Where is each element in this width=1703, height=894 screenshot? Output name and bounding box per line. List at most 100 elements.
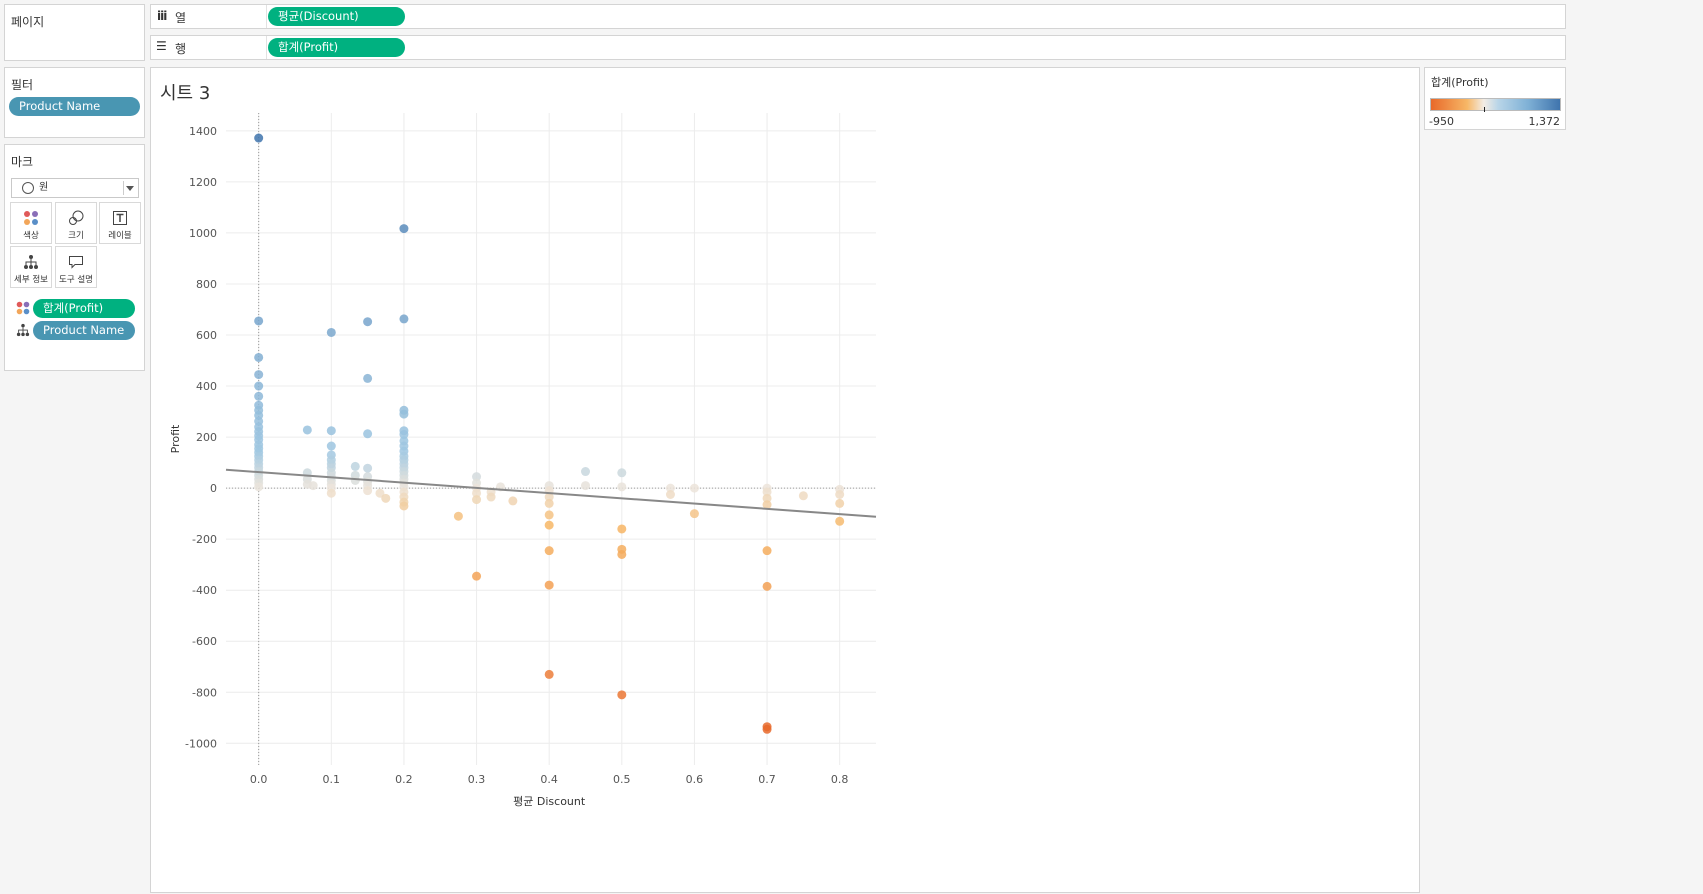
rows-pill-profit[interactable]: 합계(Profit) — [268, 38, 405, 57]
label-button[interactable]: 레이블 — [99, 202, 141, 244]
pages-panel: 페이지 — [4, 4, 145, 61]
x-tick-label: 0.2 — [395, 773, 413, 786]
y-tick-label: -600 — [192, 635, 217, 648]
x-tick-label: 0.7 — [758, 773, 776, 786]
scatter-point — [762, 493, 772, 503]
scatter-point — [472, 472, 482, 482]
marks-panel-title: 마크 — [11, 155, 34, 169]
x-tick-label: 0.1 — [323, 773, 341, 786]
marks-panel: 마크 원 색상 크기 레이블 세부 정보 — [4, 144, 145, 371]
scatter-point — [399, 314, 409, 324]
x-tick-label: 0.3 — [468, 773, 486, 786]
scatter-point — [363, 429, 373, 439]
scatter-point — [835, 490, 845, 500]
scatter-point — [350, 461, 360, 471]
size-button[interactable]: 크기 — [55, 202, 97, 244]
trend-line — [225, 468, 877, 518]
columns-icon: iii — [157, 9, 167, 23]
marks-pill-product-name[interactable]: Product Name — [33, 321, 135, 340]
scatter-point — [350, 475, 360, 485]
scatter-point — [544, 498, 554, 508]
scatter-chart[interactable]: 1400 1200 1000 800 600 400 200 0 -200 -400 -600 -80… — [151, 68, 1421, 894]
scatter-point — [544, 520, 554, 530]
legend-title: 합계(Profit) — [1431, 76, 1489, 89]
scatter-point — [544, 669, 554, 679]
scatter-point — [326, 488, 336, 498]
tooltip-button-label: 도구 설명 — [59, 275, 93, 285]
columns-shelf-divider — [266, 5, 267, 28]
scatter-point — [580, 481, 590, 491]
scatter-point — [326, 441, 336, 451]
columns-shelf-label: 열 — [175, 11, 187, 25]
view-panel: 시트 3 1400 1200 1000 800 600 400 200 0 -200 -400 -6… — [150, 67, 1420, 893]
y-tick-label: -1000 — [185, 737, 217, 750]
y-tick-label: 200 — [196, 431, 217, 444]
scatter-point — [363, 463, 373, 473]
scatter-point — [399, 409, 409, 419]
scatter-point — [254, 133, 264, 143]
y-tick-label: 400 — [196, 380, 217, 393]
chart-svg: 1400 1200 1000 800 600 400 200 0 -200 -400 -600 -80… — [169, 113, 877, 808]
scatter-point — [617, 690, 627, 700]
y-tick-label: -400 — [192, 584, 217, 597]
scatter-point — [363, 373, 373, 383]
scatter-point — [254, 316, 264, 326]
color-button[interactable]: 색상 — [10, 202, 52, 244]
detail-icon — [24, 255, 38, 269]
scatter-point — [363, 486, 373, 496]
scatter-point — [762, 546, 772, 556]
scatter-point — [381, 493, 391, 503]
scatter-point — [254, 482, 264, 492]
y-axis-title: Profit — [169, 424, 182, 453]
scatter-point — [798, 491, 808, 501]
label-button-label: 레이블 — [108, 231, 132, 241]
legend-min-label: -950 — [1429, 115, 1454, 128]
scatter-point — [835, 516, 845, 526]
scatter-point — [835, 498, 845, 508]
columns-shelf: iii 열 평균(Discount) — [150, 4, 1566, 29]
detail-button-label: 세부 정보 — [14, 275, 48, 285]
scatter-point — [472, 571, 482, 581]
filters-panel: 필터 Product Name — [4, 67, 145, 138]
y-tick-label: 1000 — [189, 227, 217, 240]
rows-shelf-label: 행 — [175, 42, 187, 56]
scatter-point — [544, 510, 554, 520]
x-tick-label: 0.8 — [831, 773, 849, 786]
legend-gradient-bar[interactable] — [1430, 98, 1561, 112]
scatter-point — [617, 468, 627, 478]
filters-panel-title: 필터 — [11, 78, 34, 92]
scatter-point — [689, 483, 699, 493]
x-tick-label: 0.0 — [250, 773, 268, 786]
scatter-point — [254, 391, 264, 401]
columns-pill-discount[interactable]: 평균(Discount) — [268, 7, 405, 26]
scatter-point — [453, 511, 463, 521]
tooltip-icon — [69, 256, 83, 269]
dropdown-arrow-separator — [123, 181, 124, 195]
y-tick-label: 1400 — [189, 125, 217, 138]
y-tick-label: 600 — [196, 329, 217, 342]
x-axis-title: 평균 Discount — [513, 795, 586, 808]
color-icon — [24, 211, 38, 225]
text-label-icon — [113, 211, 127, 225]
rows-shelf-divider — [266, 36, 267, 59]
tooltip-button[interactable]: 도구 설명 — [55, 246, 97, 288]
y-tick-label: 1200 — [189, 176, 217, 189]
y-tick-label: -800 — [192, 686, 217, 699]
mark-type-dropdown[interactable]: 원 — [11, 178, 139, 198]
detail-button[interactable]: 세부 정보 — [10, 246, 52, 288]
filter-pill-product-name[interactable]: Product Name — [9, 97, 140, 116]
size-button-label: 크기 — [68, 231, 84, 241]
x-tick-label: 0.6 — [686, 773, 704, 786]
color-button-label: 색상 — [23, 231, 39, 241]
scatter-point — [302, 425, 312, 435]
scatter-point — [617, 482, 627, 492]
scatter-point — [472, 495, 482, 505]
scatter-point — [762, 500, 772, 510]
size-icon — [69, 210, 84, 225]
marks-pill-profit[interactable]: 합계(Profit) — [33, 299, 135, 318]
scatter-point — [508, 496, 518, 506]
scatter-point — [254, 352, 264, 362]
color-legend: 합계(Profit) -950 1,372 — [1424, 67, 1566, 130]
scatter-point — [544, 580, 554, 590]
scatter-point — [544, 492, 554, 502]
